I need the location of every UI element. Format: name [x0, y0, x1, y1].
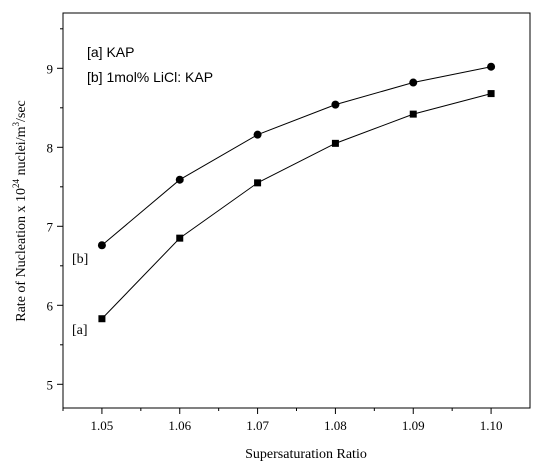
x-tick-label-0: 1.05 [91, 418, 114, 433]
series-1-point-4 [409, 78, 418, 87]
y-tick-label-3: 8 [47, 140, 54, 155]
series-line-0 [101, 93, 492, 320]
series-layer [97, 62, 496, 323]
y-tick-label-4: 9 [47, 61, 54, 76]
series-0-point-0 [98, 315, 106, 323]
y-tick-label-1: 6 [47, 298, 54, 313]
series-label-b: [b] [72, 252, 88, 267]
x-tick-label-4: 1.09 [402, 418, 425, 433]
series-line-1 [101, 66, 492, 246]
series-1-point-5 [487, 62, 496, 71]
series-0-point-5 [487, 90, 495, 98]
series-0-point-3 [331, 139, 339, 147]
y-axis-title-exponent-2: 3 [11, 122, 21, 127]
series-1-point-2 [253, 130, 262, 139]
legend-entry-a: [a] KAP [87, 44, 134, 60]
x-tick-label-3: 1.08 [324, 418, 347, 433]
y-tick-label-2: 7 [47, 219, 54, 234]
y-axis-title: Rate of Nucleation x 1024 nuclei/m3/sec [11, 100, 29, 322]
x-tick-label-2: 1.07 [246, 418, 269, 433]
series-0-point-1 [176, 234, 184, 242]
x-axis-title: Supersaturation Ratio [245, 447, 367, 462]
y-axis-title-part-2: nuclei/m [14, 126, 29, 179]
series-1-point-0 [97, 241, 106, 250]
legend-entry-b: [b] 1mol% LiCl: KAP [87, 69, 213, 85]
x-tick-label-5: 1.10 [480, 418, 503, 433]
y-axis-title-exponent-1: 24 [11, 179, 21, 189]
y-axis-title-part-3: /sec [14, 100, 29, 122]
series-0-point-2 [254, 179, 262, 187]
legend: [a] KAP [b] 1mol% LiCl: KAP [87, 44, 213, 85]
y-axis-ticks: 5 6 7 8 9 [47, 28, 63, 392]
x-axis-ticks: 1.05 1.06 1.07 1.08 1.09 1.10 [62, 408, 503, 433]
y-axis-title-part-1: Rate of Nucleation x 10 [14, 188, 29, 322]
series-0-point-4 [409, 110, 417, 118]
y-tick-label-0: 5 [47, 377, 54, 392]
series-1-point-3 [331, 100, 340, 109]
series-label-a: [a] [72, 323, 88, 338]
x-tick-label-1: 1.06 [168, 418, 191, 433]
series-1-point-1 [175, 175, 184, 184]
